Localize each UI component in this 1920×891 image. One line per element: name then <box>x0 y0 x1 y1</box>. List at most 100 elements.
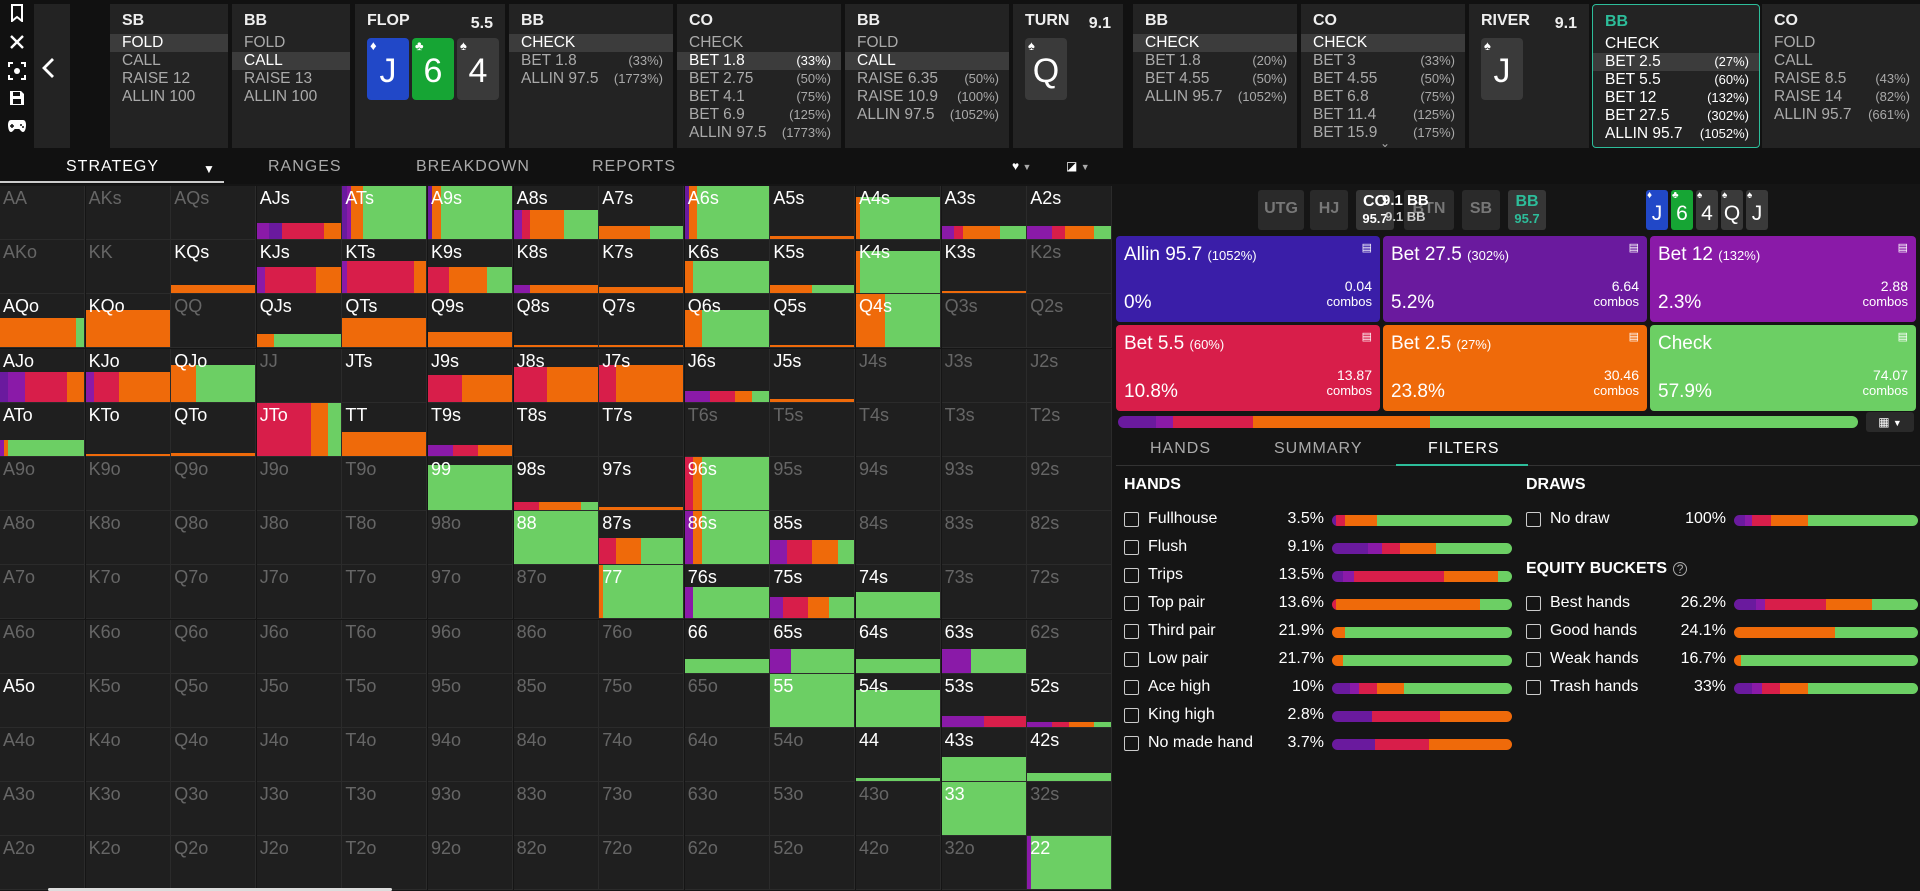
hand-cell-T2s[interactable]: T2s <box>1027 402 1113 457</box>
hand-cell-Q8o[interactable]: Q8o <box>171 511 257 566</box>
action-option[interactable]: CALL <box>1762 52 1920 70</box>
hand-cell-K2o[interactable]: K2o <box>85 836 171 891</box>
hand-cell-Q7s[interactable]: Q7s <box>599 294 685 349</box>
hand-cell-A6o[interactable]: A6o <box>0 619 85 674</box>
action-option[interactable]: CHECK <box>1301 34 1465 52</box>
hand-cell-22[interactable]: 22 <box>1027 836 1113 891</box>
filter-row[interactable]: Trash hands 33% <box>1526 678 1918 698</box>
action-option[interactable]: RAISE 13 <box>232 70 350 88</box>
hand-cell-A2o[interactable]: A2o <box>0 836 85 891</box>
hand-cell-T6o[interactable]: T6o <box>342 619 428 674</box>
hand-cell-62s[interactable]: 62s <box>1027 619 1113 674</box>
hand-cell-K8o[interactable]: K8o <box>85 511 171 566</box>
hand-cell-QJo[interactable]: QJo <box>171 348 257 403</box>
hand-cell-Q2o[interactable]: Q2o <box>171 836 257 891</box>
action-option[interactable]: ALLIN 95.7 (1052%) <box>1593 125 1759 143</box>
action-box-allin-95.7[interactable]: Allin 95.7 (1052%) 0% 0.04 combos ▤ <box>1116 236 1380 322</box>
action-option[interactable]: CHECK <box>509 34 673 52</box>
hand-cell-A9o[interactable]: A9o <box>0 457 85 511</box>
hand-cell-KK[interactable]: KK <box>85 240 171 295</box>
filter-row[interactable]: Fullhouse 3.5% <box>1124 510 1512 530</box>
action-option[interactable]: BET 4.55 (50%) <box>1301 70 1465 88</box>
hand-cell-Q9s[interactable]: Q9s <box>428 294 513 349</box>
hand-cell-52o[interactable]: 52o <box>770 836 856 891</box>
hand-cell-K5s[interactable]: K5s <box>770 240 856 295</box>
hand-cell-AKo[interactable]: AKo <box>0 240 85 295</box>
hand-cell-42s[interactable]: 42s <box>1027 728 1113 782</box>
hand-cell-J7o[interactable]: J7o <box>256 565 342 620</box>
display-mode-button[interactable]: ◪ ▼ <box>1066 159 1102 177</box>
filter-checkbox[interactable] <box>1124 512 1139 527</box>
hand-cell-JTs[interactable]: JTs <box>342 348 428 403</box>
hand-cell-T8s[interactable]: T8s <box>513 402 599 457</box>
action-option[interactable]: BET 11.4 (125%) <box>1301 106 1465 124</box>
hand-cell-A4s[interactable]: A4s <box>856 186 941 240</box>
action-option[interactable]: BET 1.8 (20%) <box>1133 52 1297 70</box>
action-option[interactable]: BET 27.5 (302%) <box>1593 107 1759 125</box>
action-step-6[interactable]: BB FOLD CALL RAISE 6.35 (50%) RAISE 10.9 (100%… <box>845 4 1009 148</box>
hand-cell-88[interactable]: 88 <box>513 511 599 566</box>
action-step-5[interactable]: CO CHECK BET 1.8 (33%) BET 2.75 (50%) BET 4.1 (… <box>677 4 841 148</box>
hand-cell-A3o[interactable]: A3o <box>0 782 85 837</box>
action-option[interactable]: RAISE 6.35 (50%) <box>845 70 1009 88</box>
action-box-check[interactable]: Check 57.9% 74.07 combos ▤ <box>1650 325 1916 411</box>
hand-cell-Q5o[interactable]: Q5o <box>171 673 257 728</box>
hand-cell-K3o[interactable]: K3o <box>85 782 171 837</box>
action-option[interactable]: CALL <box>232 52 350 70</box>
filter-checkbox[interactable] <box>1124 540 1139 555</box>
hand-cell-T3o[interactable]: T3o <box>342 782 428 837</box>
hand-cell-J9s[interactable]: J9s <box>428 348 513 403</box>
action-option[interactable]: RAISE 14 (82%) <box>1762 88 1920 106</box>
action-step-3[interactable]: FLOP 5.5 ♦ J ♣ 6 ♠ 4 <box>355 4 505 148</box>
hand-cell-T4s[interactable]: T4s <box>856 402 941 457</box>
hand-cell-Q2s[interactable]: Q2s <box>1027 294 1113 349</box>
hand-cell-82s[interactable]: 82s <box>1027 511 1113 566</box>
action-option[interactable]: CHECK <box>1593 35 1759 53</box>
hand-cell-J4o[interactable]: J4o <box>256 728 342 782</box>
action-option[interactable]: BET 4.55 (50%) <box>1133 70 1297 88</box>
hand-cell-65s[interactable]: 65s <box>770 619 856 674</box>
filter-row[interactable]: Trips 13.5% <box>1124 566 1512 586</box>
hand-cell-QTo[interactable]: QTo <box>171 402 257 457</box>
hand-cell-44[interactable]: 44 <box>856 728 941 782</box>
hand-cell-52s[interactable]: 52s <box>1027 673 1113 728</box>
hand-cell-64o[interactable]: 64o <box>684 728 770 782</box>
hand-cell-96s[interactable]: 96s <box>684 457 770 511</box>
hand-cell-K4s[interactable]: K4s <box>856 240 941 295</box>
hand-cell-K7s[interactable]: K7s <box>599 240 685 295</box>
hand-cell-98o[interactable]: 98o <box>428 511 513 566</box>
hand-cell-Q3s[interactable]: Q3s <box>941 294 1027 349</box>
action-step-1[interactable]: SB FOLD CALL RAISE 12 ALLIN 100 <box>110 4 228 148</box>
filter-checkbox[interactable] <box>1124 624 1139 639</box>
hand-cell-J6o[interactable]: J6o <box>256 619 342 674</box>
filter-checkbox[interactable] <box>1526 680 1541 695</box>
screenshot-icon[interactable] <box>6 62 28 84</box>
action-option[interactable]: BET 4.1 (75%) <box>677 88 841 106</box>
hand-cell-T3s[interactable]: T3s <box>941 402 1027 457</box>
hand-cell-94o[interactable]: 94o <box>428 728 513 782</box>
details-icon[interactable]: ▤ <box>1628 331 1639 343</box>
hand-cell-Q5s[interactable]: Q5s <box>770 294 856 349</box>
filter-checkbox[interactable] <box>1124 652 1139 667</box>
hand-cell-95s[interactable]: 95s <box>770 457 856 511</box>
hand-cell-Q7o[interactable]: Q7o <box>171 565 257 620</box>
hand-cell-AA[interactable]: AA <box>0 186 85 240</box>
hand-cell-98s[interactable]: 98s <box>513 457 599 511</box>
hand-cell-73o[interactable]: 73o <box>599 782 685 837</box>
action-option[interactable]: CALL <box>845 52 1009 70</box>
hand-cell-J7s[interactable]: J7s <box>599 348 685 403</box>
hand-cell-QQ[interactable]: QQ <box>171 294 257 349</box>
filter-row[interactable]: Low pair 21.7% <box>1124 650 1512 670</box>
hand-cell-92o[interactable]: 92o <box>428 836 513 891</box>
action-option[interactable]: FOLD <box>845 34 1009 52</box>
filter-row[interactable]: No draw 100% <box>1526 510 1918 530</box>
hand-cell-97o[interactable]: 97o <box>428 565 513 620</box>
details-icon[interactable]: ▤ <box>1361 242 1372 254</box>
action-step-11[interactable]: BB CHECK BET 2.5 (27%) BET 5.5 (60%) BET 12 (13… <box>1592 4 1760 148</box>
hand-cell-93s[interactable]: 93s <box>941 457 1027 511</box>
action-option[interactable]: RAISE 8.5 (43%) <box>1762 70 1920 88</box>
hand-cell-QTs[interactable]: QTs <box>342 294 428 349</box>
hand-cell-Q3o[interactable]: Q3o <box>171 782 257 837</box>
action-option[interactable]: CHECK <box>677 34 841 52</box>
close-icon[interactable] <box>6 34 28 56</box>
